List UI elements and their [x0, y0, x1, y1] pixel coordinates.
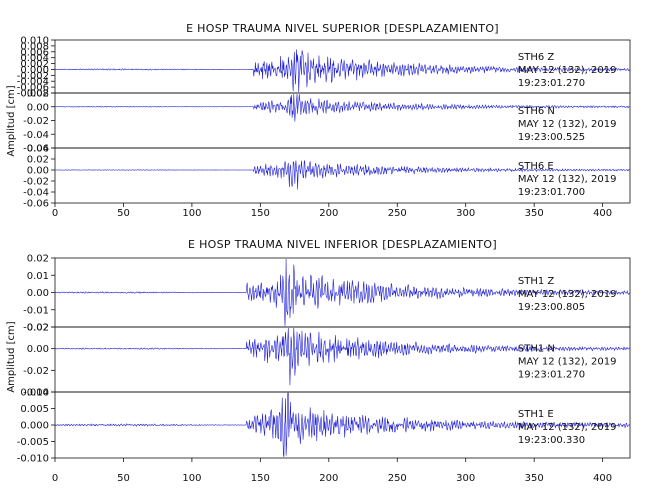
date-label: MAY 12 (132), 2019	[518, 174, 617, 185]
time-label: 19:23:00.330	[518, 435, 585, 446]
x-tick-label: 100	[182, 473, 201, 484]
x-tick-label: 100	[182, 208, 201, 219]
plot-frame	[54, 147, 631, 204]
y-tick-label: 0.010	[20, 36, 49, 47]
station-label: STH1 Z	[518, 276, 555, 287]
y-tick-label: 0.02	[27, 323, 49, 334]
y-tick-label: 0.00	[27, 102, 49, 113]
x-tick-label: 400	[593, 208, 612, 219]
y-tick-label: -0.006	[17, 83, 49, 94]
panel-2: E HOSP TRAUMA NIVEL INFERIOR [DESPLAZAMI…	[6, 238, 631, 484]
y-tick-label: 0.00	[27, 166, 49, 177]
y-tick-label: -0.04	[23, 130, 49, 141]
channel-sth1-e: 0.010 0.005 0.000 -0.005 -0.010 STH1 E MAY 12 …	[17, 388, 631, 465]
channel-sth1-n: 0.02 0.00 -0.02 -0.04 STH1 N MAY 12 (132), 20…	[23, 323, 631, 399]
y-tick-label: -0.004	[17, 77, 49, 88]
date-label: MAY 12 (132), 2019	[518, 65, 617, 76]
y-tick-label: -0.06	[23, 199, 49, 210]
station-label: STH1 N	[518, 344, 555, 355]
date-label: MAY 12 (132), 2019	[518, 422, 617, 433]
panel-title: E HOSP TRAUMA NIVEL INFERIOR [DESPLAZAMI…	[188, 238, 497, 251]
y-tick-label: 0.00	[27, 288, 49, 299]
y-tick-label: -0.02	[23, 366, 49, 377]
x-tick-label: 300	[456, 208, 475, 219]
y-tick-label: 0.010	[20, 388, 49, 399]
x-tick-label: 0	[52, 208, 58, 219]
y-tick-label: 0.000	[20, 65, 49, 76]
waveform-trace	[54, 327, 631, 386]
y-tick-label: 0.000	[20, 421, 49, 432]
x-tick-label: 300	[456, 473, 475, 484]
y-tick-label: 0.01	[27, 271, 49, 282]
y-tick-label: 0.006	[20, 47, 49, 58]
time-label: 19:23:00.525	[518, 132, 585, 143]
channel-sth6-n: 0.02 0.00 -0.02 -0.04 -0.06 STH6 N MAY 12 (132…	[23, 89, 631, 155]
x-tick-label: 350	[525, 208, 544, 219]
station-label: STH1 E	[518, 409, 554, 420]
y-tick-label: 0.005	[20, 404, 49, 415]
y-tick-label: -0.010	[17, 454, 49, 465]
y-tick-label: -0.02	[23, 116, 49, 127]
x-tick-label: 50	[117, 208, 130, 219]
waveform-trace	[54, 49, 631, 93]
waveform-trace	[54, 159, 631, 190]
y-tick-label: 0.004	[20, 53, 49, 64]
panel-title: E HOSP TRAUMA NIVEL SUPERIOR [DESPLAZAMI…	[186, 22, 499, 35]
x-tick-label: 150	[251, 208, 270, 219]
y-axis-label: Amplitud [cm]	[6, 85, 17, 156]
y-tick-label: -0.02	[23, 177, 49, 188]
y-tick-label: 0.04	[27, 144, 49, 155]
date-label: MAY 12 (132), 2019	[518, 357, 617, 368]
y-tick-label: 0.02	[27, 89, 49, 100]
y-tick-label: -0.04	[23, 388, 49, 399]
time-label: 19:23:00.805	[518, 302, 585, 313]
y-tick-label: 0.002	[20, 59, 49, 70]
station-label: STH6 Z	[518, 52, 555, 63]
station-label: STH6 N	[518, 106, 555, 117]
y-tick-label: 0.02	[27, 155, 49, 166]
time-label: 19:23:01.700	[518, 187, 585, 198]
x-tick-label: 200	[319, 473, 338, 484]
x-tick-label: 400	[593, 473, 612, 484]
y-tick-label: 0.02	[27, 254, 49, 265]
date-label: MAY 12 (132), 2019	[518, 119, 617, 130]
y-tick-label: 0.008	[20, 41, 49, 52]
x-tick-label: 0	[52, 473, 58, 484]
x-tick-label: 50	[117, 473, 130, 484]
waveform-trace	[54, 258, 631, 327]
channel-sth1-z: 0.02 0.01 0.00 -0.01 -0.02 STH1 Z MAY 12 (132)…	[23, 254, 631, 334]
y-tick-label: -0.005	[17, 437, 49, 448]
date-label: MAY 12 (132), 2019	[518, 289, 617, 300]
y-tick-label: -0.002	[17, 71, 49, 82]
waveform-trace	[54, 392, 631, 458]
station-label: STH6 E	[518, 161, 554, 172]
x-tick-label: 250	[388, 208, 407, 219]
y-tick-label: -0.04	[23, 188, 49, 199]
y-tick-label: -0.01	[23, 305, 49, 316]
x-tick-label: 200	[319, 208, 338, 219]
y-tick-label: -0.02	[23, 323, 49, 334]
channel-sth6-z: 0.0100.0080.0060.0040.0020.000-0.002-0.0…	[17, 36, 631, 100]
y-tick-label: -0.06	[23, 144, 49, 155]
waveform-trace	[54, 93, 631, 122]
x-tick-label: 350	[525, 473, 544, 484]
y-tick-label: -0.008	[17, 89, 49, 100]
x-tick-label: 250	[388, 473, 407, 484]
panel-1: E HOSP TRAUMA NIVEL SUPERIOR [DESPLAZAMI…	[6, 22, 631, 219]
y-axis-label: Amplitud [cm]	[6, 321, 17, 392]
time-label: 19:23:01.270	[518, 370, 585, 381]
time-label: 19:23:01.270	[518, 78, 585, 89]
x-tick-label: 150	[251, 473, 270, 484]
y-tick-label: 0.00	[27, 344, 49, 355]
